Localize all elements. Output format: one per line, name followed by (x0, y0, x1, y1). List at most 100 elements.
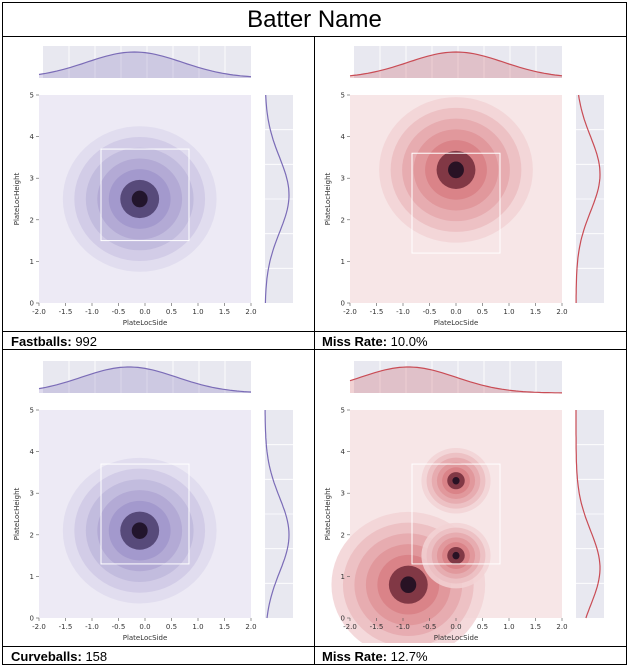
x-axis-label: PlateLocSide (434, 634, 479, 642)
x-tick-label: -0.5 (112, 623, 126, 631)
y-tick-label: 3 (30, 490, 34, 498)
x-axis-label: PlateLocSide (123, 319, 168, 327)
column-divider (314, 37, 315, 664)
x-tick-label: -2.0 (343, 623, 357, 631)
row-divider-1 (3, 331, 626, 332)
fastball-miss-rate-caption: Miss Rate: 10.0% (322, 334, 428, 349)
fastball-miss-rate-plot: -2.0 -1.5 -1.0 -0.5 0.0 0.5 1.0 1.5 2.0 0 1 2 3 4 5 Pla… (320, 42, 620, 328)
x-tick-label: 1.5 (530, 308, 541, 316)
caption-label: Fastballs: (11, 334, 72, 349)
y-tick-label: 2 (30, 531, 34, 539)
row-divider-2 (3, 349, 626, 350)
y-tick-label: 3 (341, 490, 345, 498)
y-tick-label: 0 (341, 300, 345, 308)
caption-value: 992 (75, 334, 98, 349)
y-tick-label: 4 (341, 448, 346, 456)
x-tick-label: -1.5 (370, 308, 384, 316)
x-tick-label: -1.0 (396, 308, 410, 316)
density-contour (131, 522, 148, 539)
x-tick-label: -2.0 (32, 308, 46, 316)
fastball-location-plot: -2.0 -1.5 -1.0 -0.5 0.0 0.5 1.0 1.5 2.0 0 1 2 3 4 5 Pla… (9, 42, 309, 328)
caption-value: 12.7% (390, 649, 428, 664)
page-title: Batter Name (3, 3, 626, 37)
x-tick-label: -1.0 (85, 623, 99, 631)
x-tick-label: -1.0 (85, 308, 99, 316)
curveball-count-caption: Curveballs: 158 (11, 649, 107, 664)
top-marginal-density-fill (39, 367, 251, 393)
x-tick-label: 0.5 (166, 308, 177, 316)
y-tick-label: 2 (341, 216, 345, 224)
y-tick-label: 3 (341, 175, 345, 183)
x-tick-label: 0.5 (166, 623, 177, 631)
top-marginal-density-fill (350, 52, 562, 78)
y-tick-label: 2 (30, 216, 34, 224)
right-marginal-density-line (264, 94, 290, 304)
y-axis-label: PlateLocHeight (324, 172, 332, 225)
strike-zone-box (100, 148, 190, 242)
density-contour (448, 161, 464, 179)
y-tick-label: 1 (341, 573, 345, 581)
x-tick-label: -1.5 (59, 623, 73, 631)
density-contour (400, 576, 417, 594)
x-tick-label: -2.0 (343, 308, 357, 316)
right-marginal-density-line (264, 410, 290, 619)
x-tick-label: -0.5 (423, 623, 437, 631)
x-tick-label: -1.5 (59, 308, 73, 316)
top-marginal-density-line (349, 366, 563, 394)
y-tick-label: 5 (30, 407, 34, 415)
y-axis-label: PlateLocHeight (13, 487, 21, 540)
x-tick-label: -2.0 (32, 623, 46, 631)
x-tick-label: 1.5 (219, 623, 230, 631)
x-tick-label: -1.0 (396, 623, 410, 631)
x-axis-label: PlateLocSide (123, 634, 168, 642)
y-axis-label: PlateLocHeight (13, 172, 21, 225)
caption-label: Miss Rate: (322, 334, 388, 349)
x-tick-label: 2.0 (245, 623, 256, 631)
x-tick-label: 0.5 (477, 308, 488, 316)
x-tick-label: 0.5 (477, 623, 488, 631)
y-tick-label: 4 (341, 133, 346, 141)
strike-zone-box (411, 463, 501, 565)
x-tick-label: -0.5 (423, 308, 437, 316)
x-tick-label: 0.0 (450, 308, 461, 316)
right-marginal-density-line (575, 410, 601, 619)
caption-label: Miss Rate: (322, 649, 388, 664)
y-tick-label: 1 (30, 258, 34, 266)
x-tick-label: 1.5 (530, 623, 541, 631)
y-tick-label: 5 (341, 407, 345, 415)
y-tick-label: 0 (341, 615, 345, 623)
fastball-count-caption: Fastballs: 992 (11, 334, 97, 349)
top-marginal-density-line (38, 51, 252, 78)
x-tick-label: 0.0 (139, 308, 150, 316)
x-tick-label: -1.5 (370, 623, 384, 631)
x-tick-label: 1.0 (192, 623, 203, 631)
caption-value: 158 (85, 649, 108, 664)
y-tick-label: 2 (341, 531, 345, 539)
caption-label: Curveballs: (11, 649, 82, 664)
x-tick-label: 1.0 (503, 308, 514, 316)
x-axis-label: PlateLocSide (434, 319, 479, 327)
y-tick-label: 4 (30, 133, 35, 141)
curveball-miss-rate-caption: Miss Rate: 12.7% (322, 649, 428, 664)
y-axis-label: PlateLocHeight (324, 487, 332, 540)
x-tick-label: 2.0 (556, 308, 567, 316)
row-divider-3 (3, 646, 626, 647)
top-marginal-density-fill (39, 52, 251, 78)
y-tick-label: 1 (30, 573, 34, 581)
curveball-miss-rate-plot: -2.0 -1.5 -1.0 -0.5 0.0 0.5 1.0 1.5 2.0 0 1 2 3 4 5 Pla… (320, 357, 620, 643)
y-tick-label: 3 (30, 175, 34, 183)
x-tick-label: 1.5 (219, 308, 230, 316)
y-tick-label: 0 (30, 300, 34, 308)
caption-value: 10.0% (390, 334, 428, 349)
y-tick-label: 4 (30, 448, 35, 456)
density-contour (452, 476, 460, 485)
strike-zone-box (411, 152, 501, 254)
y-tick-label: 5 (341, 92, 345, 100)
top-marginal-density-fill (350, 367, 562, 393)
density-contour (452, 551, 460, 560)
curveball-location-plot: -2.0 -1.5 -1.0 -0.5 0.0 0.5 1.0 1.5 2.0 0 1 2 3 4 5 Pla… (9, 357, 309, 643)
top-marginal-density-line (38, 366, 252, 393)
right-marginal-density-line (575, 94, 601, 303)
strike-zone-box (100, 463, 190, 565)
x-tick-label: 2.0 (556, 623, 567, 631)
